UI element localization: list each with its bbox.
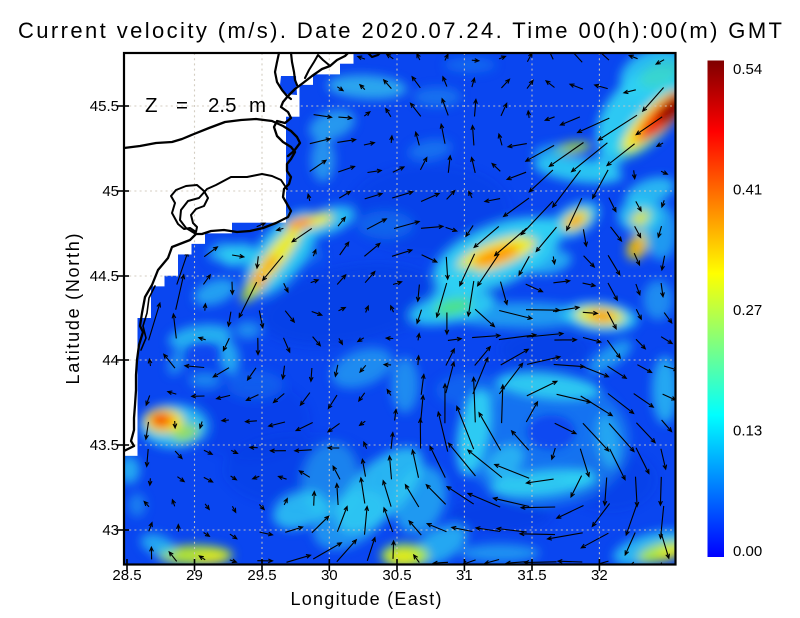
svg-text:29.5: 29.5 <box>247 567 276 584</box>
svg-text:28.5: 28.5 <box>112 567 141 584</box>
svg-text:Current velocity (m/s). Date 2: Current velocity (m/s). Date 2020.07.24.… <box>18 18 782 43</box>
svg-text:0.27: 0.27 <box>733 302 762 319</box>
svg-text:0.54: 0.54 <box>733 61 762 78</box>
svg-text:Latitude (North): Latitude (North) <box>63 234 83 385</box>
svg-text:45.5: 45.5 <box>90 98 119 115</box>
svg-text:43: 43 <box>102 522 119 539</box>
svg-text:30: 30 <box>321 567 338 584</box>
svg-text:Z=2.5m: Z = 2.5 m <box>145 94 266 117</box>
svg-text:31.5: 31.5 <box>517 567 546 584</box>
svg-text:0.13: 0.13 <box>733 423 762 440</box>
svg-text:32: 32 <box>591 567 608 584</box>
svg-text:30.5: 30.5 <box>382 567 411 584</box>
svg-text:31: 31 <box>456 567 473 584</box>
svg-text:43.5: 43.5 <box>90 437 119 454</box>
svg-text:0.41: 0.41 <box>733 182 762 199</box>
svg-text:29: 29 <box>186 567 203 584</box>
svg-text:44: 44 <box>102 352 119 369</box>
svg-text:45: 45 <box>102 183 119 200</box>
svg-text:44.5: 44.5 <box>90 268 119 285</box>
svg-text:Longitude (East): Longitude (East) <box>291 589 442 609</box>
svg-text:0.00: 0.00 <box>733 543 762 560</box>
